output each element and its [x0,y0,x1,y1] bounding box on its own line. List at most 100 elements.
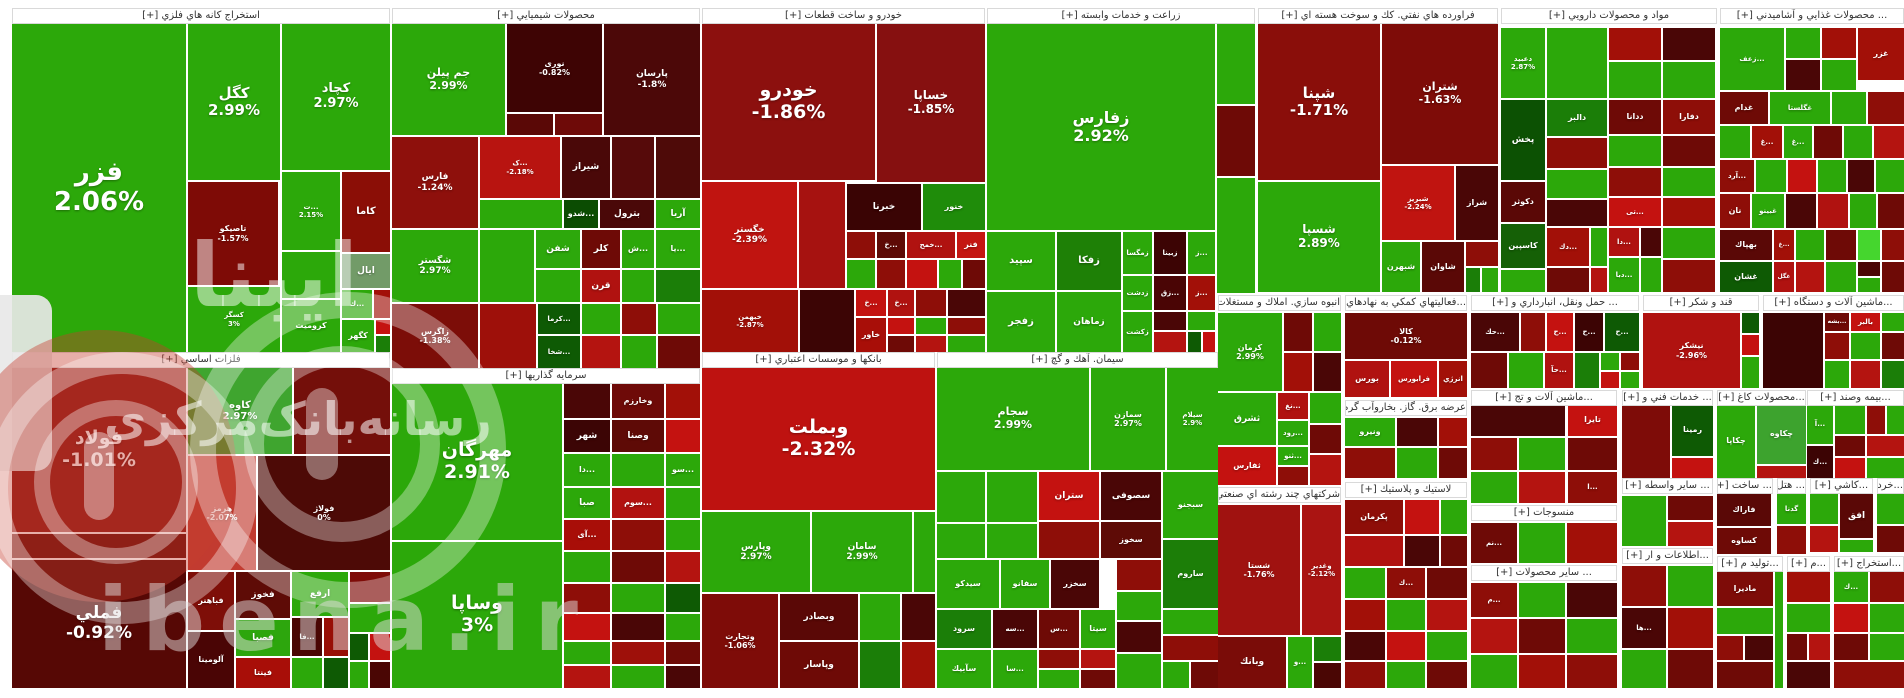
tile[interactable] [1567,619,1617,653]
sector-header-22[interactable]: ...اطلاعات و ار [+] [1622,548,1713,564]
tile-شستا[interactable]: شستا -1.76% [1218,505,1300,635]
tile[interactable] [963,260,985,288]
tile[interactable] [350,572,390,602]
sector-header-14[interactable]: عرضه برق. گاز. بخاروآب گرم [+] [1345,400,1467,416]
tile[interactable] [666,584,700,612]
tile-...دبا[interactable]: ...دبا [1609,258,1639,292]
tile[interactable] [1191,662,1218,688]
tile-فارس[interactable]: فارس -1.24% [392,137,478,228]
tile[interactable] [916,290,946,316]
sector-header-30[interactable]: ...استخراج [+] [1834,556,1904,572]
tile[interactable] [1775,572,1783,688]
tile-دالبر[interactable]: دالبر [1547,100,1607,136]
tile-فنر[interactable]: فنر [957,232,985,258]
tile-وپارس[interactable]: وپارس 2.97% [702,512,810,592]
tile[interactable] [1567,583,1617,617]
tile[interactable] [1439,418,1467,446]
tile[interactable] [1117,560,1161,590]
tile[interactable] [1622,404,1670,478]
tile[interactable] [622,336,656,368]
tile[interactable] [877,260,905,288]
tile[interactable] [1786,60,1820,90]
tile-قرن[interactable]: قرن [582,270,620,302]
tile[interactable] [847,260,875,288]
tile[interactable] [612,614,664,640]
tile-کلر[interactable]: کلر [582,230,620,268]
tile[interactable] [480,230,534,302]
tile[interactable] [1591,268,1607,292]
tile[interactable] [800,290,854,352]
tile[interactable] [1851,333,1880,359]
tile[interactable] [1519,438,1565,470]
tile[interactable] [916,318,946,334]
tile[interactable] [948,336,985,352]
tile-...شخا[interactable]: ...شخا [538,336,580,368]
sector-header-31[interactable]: ...ماشين آلات و دستگاه [+] [1763,295,1904,311]
tile[interactable] [350,662,368,688]
tile-بالبر[interactable]: بالبر [1851,313,1880,331]
tile[interactable] [939,260,961,288]
tile[interactable] [1668,496,1713,520]
tile-هرمز[interactable]: هرمز -2.07% [188,456,256,570]
tile[interactable] [1876,160,1904,192]
tile[interactable] [1314,637,1341,661]
tile-فزر[interactable]: فزر 2.06% [12,24,186,352]
sector-header-23[interactable]: ...محصولات کاغ [+] [1717,390,1806,406]
tile-سصوفی[interactable]: سصوفی [1101,472,1161,520]
tile[interactable] [1796,262,1824,292]
tile-سیدکو[interactable]: سیدکو [937,560,999,608]
tile-فخوز[interactable]: فخوز [236,572,290,618]
tile[interactable] [1521,313,1545,351]
tile[interactable] [666,666,700,688]
tile[interactable] [1601,372,1619,388]
tile[interactable] [1039,670,1079,688]
tile[interactable] [1519,523,1565,563]
tile[interactable] [1427,662,1467,688]
tile[interactable] [1471,619,1517,653]
tile-...سا[interactable]: ...سا [993,650,1037,688]
tile[interactable] [1519,583,1565,617]
tile-وساپا[interactable]: وساپا 3% [392,542,562,688]
tile[interactable] [1547,268,1589,292]
tile[interactable] [937,524,985,558]
tile-فینتا[interactable]: فینتا [236,658,290,688]
tile[interactable] [1314,313,1341,351]
tile[interactable] [1867,458,1904,478]
tile-کگل[interactable]: کگل 2.99% [188,24,280,180]
tile[interactable] [987,524,1037,558]
tile[interactable] [1870,634,1904,660]
sector-header-12[interactable]: ... محصولات غذايي و آشاميدني [+] [1720,8,1904,24]
sector-header-27[interactable]: ...خرده [+] [1877,478,1904,494]
tile-...خ[interactable]: ...خ [877,232,905,258]
tile[interactable] [902,642,935,688]
tile[interactable] [1427,568,1467,598]
tile[interactable] [1081,650,1115,668]
tile[interactable] [1822,60,1856,90]
tile[interactable] [12,534,186,558]
tile[interactable] [376,320,390,334]
tile-...حآ[interactable]: ...حآ [1545,353,1573,388]
tile[interactable] [292,658,322,688]
tile-ددانا[interactable]: ددانا [1609,100,1661,134]
tile[interactable] [1217,106,1255,176]
tile[interactable] [1345,536,1403,566]
tile-پارسان[interactable]: پارسان -1.8% [604,24,700,135]
tile[interactable] [1081,670,1115,688]
tile[interactable] [1668,650,1713,688]
tile[interactable] [564,666,610,688]
tile-سرود[interactable]: سرود [937,610,991,648]
tile[interactable] [1835,404,1865,434]
tile[interactable] [948,318,985,334]
tile-غگل[interactable]: غگل [1774,262,1794,292]
tile[interactable] [1609,28,1661,60]
tile[interactable] [1471,438,1517,470]
tile[interactable] [1858,230,1880,260]
tile-افق[interactable]: افق [1840,494,1873,538]
tile[interactable] [1787,604,1830,632]
tile[interactable] [1117,622,1161,652]
tile-...ح[interactable]: ...ح [1575,313,1603,351]
tile[interactable] [1870,572,1904,602]
tile-...خ[interactable]: ...خ [856,290,886,316]
tile[interactable] [564,584,610,612]
tile[interactable] [1834,662,1904,688]
